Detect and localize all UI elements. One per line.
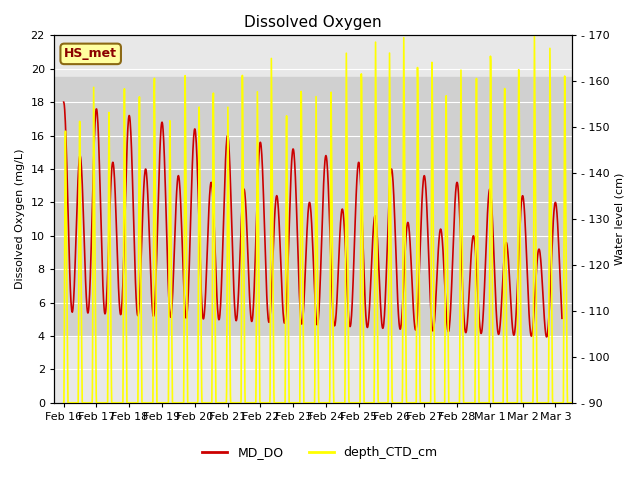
Line: MD_DO: MD_DO [63, 102, 562, 337]
MD_DO [99, 263, 106, 269]
Legend: MD_DO, depth_CTD_cm: MD_DO, depth_CTD_cm [197, 441, 443, 464]
Y-axis label: Dissolved Oxygen (mg/L): Dissolved Oxygen (mg/L) [15, 149, 25, 289]
MD_DO [60, 99, 67, 105]
depth_CTD_cm [307, 400, 315, 406]
MD_DO [271, 206, 279, 212]
MD_DO [291, 155, 298, 161]
MD_DO [344, 288, 351, 294]
depth_CTD_cm [293, 400, 301, 406]
Y-axis label: Water level (cm): Water level (cm) [615, 173, 625, 265]
MD_DO [558, 315, 566, 321]
Bar [54, 77, 572, 336]
depth_CTD_cm [531, 34, 538, 39]
depth_CTD_cm [554, 400, 561, 406]
MD_DO [282, 316, 289, 322]
depth_CTD_cm [553, 400, 561, 406]
Title: Dissolved Oxygen: Dissolved Oxygen [244, 15, 381, 30]
depth_CTD_cm [86, 400, 93, 406]
Text: HS_met: HS_met [64, 48, 117, 60]
MD_DO [118, 290, 126, 296]
depth_CTD_cm [568, 400, 575, 406]
MD_DO [543, 334, 550, 340]
Line: depth_CTD_cm: depth_CTD_cm [63, 36, 572, 403]
depth_CTD_cm [460, 400, 468, 406]
depth_CTD_cm [60, 400, 67, 406]
